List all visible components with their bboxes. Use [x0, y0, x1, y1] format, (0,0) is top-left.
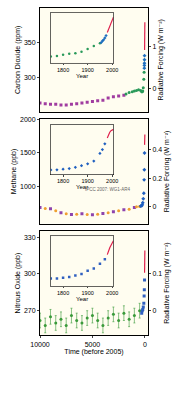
svg-text:1800: 1800: [57, 178, 69, 184]
svg-text:Year: Year: [76, 184, 88, 190]
svg-text:Carbon Dioxide (ppm): Carbon Dioxide (ppm): [14, 26, 22, 94]
svg-text:0: 0: [152, 85, 156, 92]
svg-text:0: 0: [152, 307, 156, 314]
svg-text:1800: 1800: [57, 67, 69, 73]
svg-text:Radiative Forcing (W m⁻²): Radiative Forcing (W m⁻²): [163, 131, 171, 212]
svg-text:300: 300: [24, 270, 36, 277]
svg-text:Radiative Forcing (W m⁻²): Radiative Forcing (W m⁻²): [157, 19, 165, 100]
svg-text:1500: 1500: [20, 149, 36, 156]
svg-text:2000: 2000: [106, 67, 118, 73]
svg-text:2000: 2000: [106, 290, 118, 296]
svg-text:0.4: 0.4: [152, 146, 162, 153]
svg-text:350: 350: [24, 39, 36, 46]
svg-text:0.1: 0.1: [152, 270, 162, 277]
svg-text:1900: 1900: [82, 178, 94, 184]
svg-text:IPCC 2007: WG1-AR4: IPCC 2007: WG1-AR4: [85, 187, 131, 192]
svg-text:Methane (ppb): Methane (ppb): [10, 149, 18, 195]
svg-text:Radiative Forcing (W m⁻²): Radiative Forcing (W m⁻²): [163, 242, 171, 323]
svg-text:300: 300: [24, 74, 36, 81]
svg-text:2000: 2000: [20, 116, 36, 123]
svg-text:2000: 2000: [106, 178, 118, 184]
svg-text:0: 0: [143, 341, 147, 348]
svg-text:1900: 1900: [82, 290, 94, 296]
svg-text:270: 270: [24, 307, 36, 314]
svg-text:1000: 1000: [20, 183, 36, 190]
svg-text:10000: 10000: [30, 341, 50, 348]
svg-text:Year: Year: [76, 73, 88, 79]
svg-text:1900: 1900: [82, 67, 94, 73]
svg-text:Time (before 2005): Time (before 2005): [64, 348, 123, 356]
svg-text:5000: 5000: [85, 341, 101, 348]
svg-text:1: 1: [152, 43, 156, 50]
svg-text:0: 0: [152, 203, 156, 210]
svg-text:Nitrous Oxide (ppb): Nitrous Oxide (ppb): [14, 253, 22, 314]
svg-text:Year: Year: [76, 296, 88, 302]
svg-text:0.2: 0.2: [152, 175, 162, 182]
svg-text:330: 330: [24, 234, 36, 241]
svg-text:1800: 1800: [57, 290, 69, 296]
